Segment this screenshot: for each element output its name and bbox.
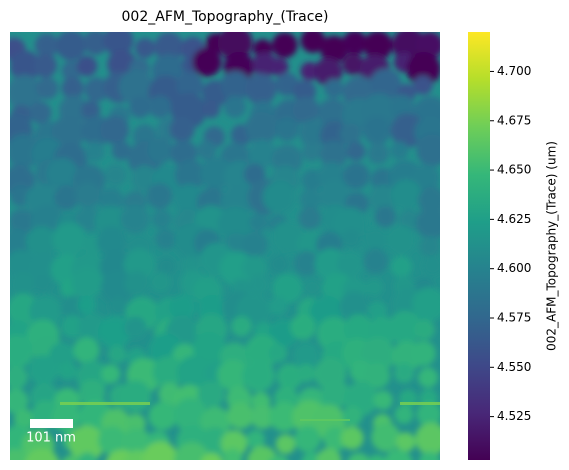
grains — [10, 32, 440, 460]
colorbar-tick-label: 4.525 — [497, 409, 531, 423]
colorbar-tick-label: 4.650 — [497, 163, 531, 177]
streak — [60, 402, 150, 405]
colorbar-tick-label: 4.700 — [497, 64, 531, 78]
scale-bar — [30, 419, 73, 428]
colorbar-tick-label: 4.625 — [497, 212, 531, 226]
colorbar-tick-label: 4.575 — [497, 310, 531, 324]
colorbar-tick-label: 4.675 — [497, 113, 531, 127]
streak — [400, 402, 440, 405]
afm-image — [10, 32, 440, 460]
streak — [300, 419, 350, 421]
colorbar-tick-label: 4.600 — [497, 261, 531, 275]
chart-title: 002_AFM_Topography_(Trace) — [122, 9, 329, 25]
colorbar-tick-label: 4.550 — [497, 360, 531, 374]
colorbar-label: 002_AFM_Topography_(Trace) (um) — [545, 141, 559, 351]
colorbar — [468, 32, 490, 460]
scale-bar-label: 101 nm — [26, 431, 76, 446]
colorbar-axis: 4.525 4.550 4.575 4.600 4.625 4.650 4.675 4.700 — [490, 64, 531, 423]
